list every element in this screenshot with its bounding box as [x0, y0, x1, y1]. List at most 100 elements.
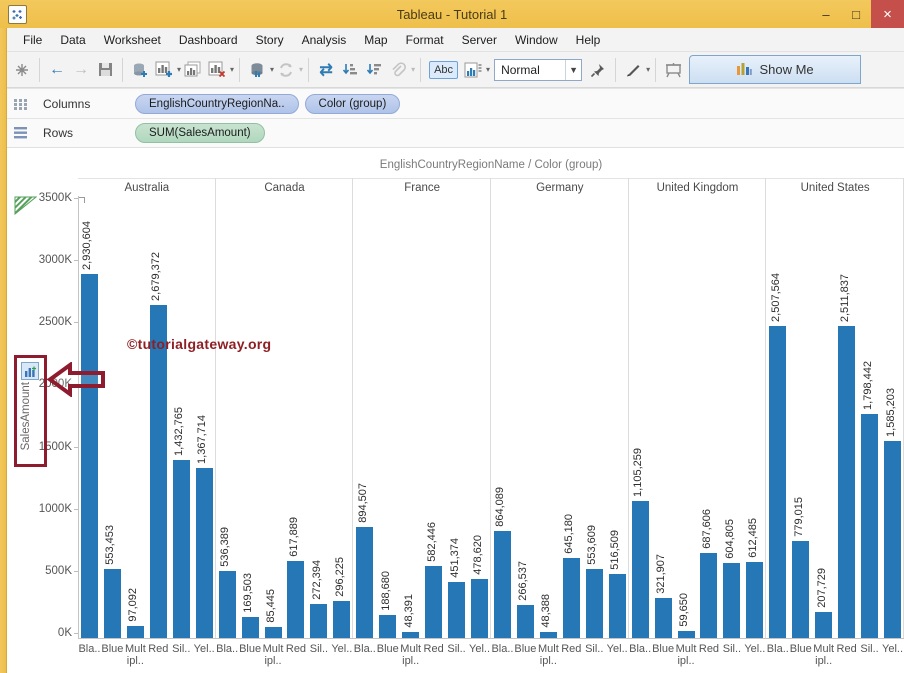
columns-shelf-label: Columns: [43, 97, 113, 111]
swap-axes-icon[interactable]: ⇄: [314, 57, 338, 83]
highlight-pen-caret-icon[interactable]: ▾: [646, 65, 650, 74]
menu-window[interactable]: Window: [506, 33, 567, 47]
country-header[interactable]: Australia: [78, 179, 216, 196]
menu-server[interactable]: Server: [453, 33, 506, 47]
show-me-bars-icon: [736, 61, 752, 78]
x-axis-label[interactable]: Sil..: [860, 643, 878, 655]
pill-sum-salesamount[interactable]: SUM(SalesAmount): [135, 123, 265, 143]
refresh-caret-icon: ▾: [299, 65, 303, 74]
x-axis-label[interactable]: Red: [148, 643, 168, 655]
x-axis-label[interactable]: Bla..: [767, 643, 789, 655]
x-axis-label[interactable]: Red: [837, 643, 857, 655]
x-axis-label[interactable]: Red: [561, 643, 581, 655]
x-axis-label[interactable]: Sil..: [723, 643, 741, 655]
bar-value-label: 612,485: [747, 518, 759, 558]
country-header[interactable]: United States: [766, 179, 904, 196]
minimize-button[interactable]: –: [811, 0, 841, 28]
add-datasource-icon[interactable]: [128, 57, 152, 83]
menu-story[interactable]: Story: [247, 33, 293, 47]
show-me-button[interactable]: Show Me: [689, 55, 861, 84]
x-axis-label[interactable]: Red: [699, 643, 719, 655]
chevron-down-icon[interactable]: ▼: [565, 60, 581, 80]
menu-dashboard[interactable]: Dashboard: [170, 33, 247, 47]
clear-worksheet-caret-icon[interactable]: ▾: [230, 65, 234, 74]
bar-value-label: 582,446: [426, 522, 438, 562]
x-axis-label[interactable]: Bla..: [78, 643, 100, 655]
x-axis-label[interactable]: Bla..: [216, 643, 238, 655]
y-tick-label: 0K: [20, 627, 72, 639]
datasource-icon[interactable]: [245, 57, 269, 83]
rows-shelf-icon: [14, 126, 29, 140]
x-axis-label[interactable]: Blue: [514, 643, 536, 655]
bar-value-label: 266,537: [517, 561, 529, 601]
x-axis-label[interactable]: Mult ipl..: [125, 643, 146, 667]
x-axis-label[interactable]: Sil..: [310, 643, 328, 655]
x-axis-label[interactable]: Red: [286, 643, 306, 655]
menu-file[interactable]: File: [14, 33, 51, 47]
tableau-logo-icon[interactable]: [10, 57, 34, 83]
x-axis-label[interactable]: Yel..: [469, 643, 490, 655]
pin-icon[interactable]: [586, 57, 610, 83]
bar-value-label: 2,511,837: [839, 274, 851, 322]
x-axis-label[interactable]: Mult ipl..: [400, 643, 421, 667]
x-axis-label[interactable]: Blue: [239, 643, 261, 655]
maximize-button[interactable]: □: [841, 0, 871, 28]
sort-ascending-icon[interactable]: [338, 57, 362, 83]
x-axis-label[interactable]: Bla..: [354, 643, 376, 655]
x-axis-label[interactable]: Bla..: [629, 643, 651, 655]
country-header[interactable]: United Kingdom: [629, 179, 767, 196]
menu-analysis[interactable]: Analysis: [293, 33, 356, 47]
x-axis-label[interactable]: Mult ipl..: [813, 643, 834, 667]
presentation-icon[interactable]: [661, 57, 685, 83]
menu-format[interactable]: Format: [397, 33, 453, 47]
x-axis-label[interactable]: Mult ipl..: [538, 643, 559, 667]
pane-divider: [491, 178, 629, 638]
menu-data[interactable]: Data: [51, 33, 94, 47]
x-axis-label[interactable]: Yel..: [194, 643, 215, 655]
x-axis-label[interactable]: Yel..: [331, 643, 352, 655]
tableau-window: Tableau - Tutorial 1 – □ × File Data Wor…: [0, 0, 904, 673]
pill-english-country-region[interactable]: EnglishCountryRegionNa..: [135, 94, 299, 114]
back-arrow-icon[interactable]: ←: [45, 57, 69, 83]
save-icon[interactable]: [93, 57, 117, 83]
sort-descending-icon[interactable]: [362, 57, 386, 83]
x-axis-label[interactable]: Sil..: [172, 643, 190, 655]
x-axis-label[interactable]: Yel..: [882, 643, 903, 655]
menu-worksheet[interactable]: Worksheet: [95, 33, 170, 47]
x-axis-label[interactable]: Mult ipl..: [676, 643, 697, 667]
country-header[interactable]: Germany: [491, 179, 629, 196]
bar-value-label: 296,225: [334, 557, 346, 597]
view-mode-select[interactable]: Normal ▼: [494, 59, 582, 81]
new-worksheet-icon[interactable]: [152, 57, 176, 83]
clear-worksheet-icon[interactable]: [205, 57, 229, 83]
country-header[interactable]: France: [353, 179, 491, 196]
x-axis-label[interactable]: Yel..: [607, 643, 628, 655]
highlight-pen-icon[interactable]: [621, 57, 645, 83]
bar-value-label: 604,805: [724, 519, 736, 559]
pill-color-group[interactable]: Color (group): [305, 94, 401, 114]
bar-value-label: 97,092: [127, 588, 139, 622]
x-axis-label[interactable]: Blue: [790, 643, 812, 655]
x-axis-label[interactable]: Blue: [377, 643, 399, 655]
x-axis-label[interactable]: Bla..: [491, 643, 513, 655]
x-axis-label[interactable]: Blue: [652, 643, 674, 655]
x-axis-label[interactable]: Mult ipl..: [263, 643, 284, 667]
x-axis-label[interactable]: Yel..: [744, 643, 765, 655]
bar-value-label: 272,394: [311, 560, 323, 600]
x-axis-label[interactable]: Sil..: [585, 643, 603, 655]
x-axis-label[interactable]: Red: [424, 643, 444, 655]
x-axis-label[interactable]: Blue: [101, 643, 123, 655]
duplicate-worksheet-icon[interactable]: [181, 57, 205, 83]
show-me-label: Show Me: [759, 62, 813, 77]
title-bar: Tableau - Tutorial 1 – □ ×: [0, 0, 904, 28]
abc-button[interactable]: Abc: [429, 61, 458, 79]
x-axis-label[interactable]: Sil..: [447, 643, 465, 655]
mark-labels-icon[interactable]: [461, 57, 485, 83]
menu-help[interactable]: Help: [567, 33, 610, 47]
country-header[interactable]: Canada: [216, 179, 354, 196]
bar-value-label: 2,930,604: [81, 221, 93, 270]
bar-value-label: 864,089: [494, 487, 506, 527]
mark-labels-caret-icon[interactable]: ▾: [486, 65, 490, 74]
menu-map[interactable]: Map: [355, 33, 396, 47]
close-button[interactable]: ×: [871, 0, 904, 28]
